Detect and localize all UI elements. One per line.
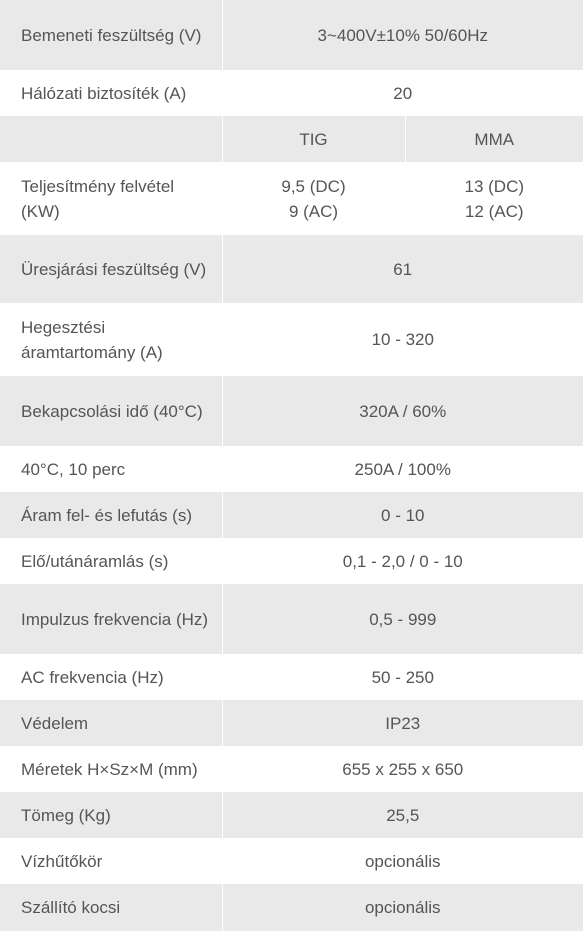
spec-label: Hálózati biztosíték (A) <box>21 83 187 103</box>
mma-value: 13 (DC) 12 (AC) <box>404 162 583 235</box>
spec-label: Szállító kocsi <box>0 884 222 931</box>
spec-value: opcionális <box>221 884 583 931</box>
spec-label: Üresjárási feszültség (V) <box>0 235 222 303</box>
tig-header: TIG <box>221 116 405 162</box>
table-row: Elő/utánáramlás (s) 0,1 - 2,0 / 0 - 10 <box>0 538 583 584</box>
spec-label: Hegesztési áramtartomány (A) <box>21 317 163 362</box>
spec-value: 61 <box>221 235 583 303</box>
spec-value: 0,1 - 2,0 / 0 - 10 <box>221 538 583 584</box>
spec-value: 320A / 60% <box>221 376 583 446</box>
table-row: Teljesítmény felvétel (KW) 9,5 (DC) 9 (A… <box>0 162 583 235</box>
table-row: Bemeneti feszültség (V) 3~400V±10% 50/60… <box>0 0 583 70</box>
spec-value: IP23 <box>221 700 583 746</box>
spec-value: 0,5 - 999 <box>221 584 583 654</box>
spec-label: Bemeneti feszültség (V) <box>0 0 222 70</box>
spec-value: 25,5 <box>221 792 583 838</box>
spec-label: Méretek H×Sz×M (mm) <box>21 759 198 779</box>
spec-value: 20 <box>221 70 583 116</box>
table-row: 40°C, 10 perc 250A / 100% <box>0 446 583 492</box>
spec-label: Elő/utánáramlás (s) <box>21 551 169 571</box>
spec-value: 655 x 255 x 650 <box>221 746 583 792</box>
mma-header: MMA <box>404 116 583 162</box>
spec-value: 50 - 250 <box>221 654 583 700</box>
spec-value: 3~400V±10% 50/60Hz <box>221 0 583 70</box>
spec-label: Tömeg (Kg) <box>0 792 222 838</box>
table-row: Hegesztési áramtartomány (A) 10 - 320 <box>0 303 583 376</box>
spec-value: 0 - 10 <box>221 492 583 538</box>
spec-value: 10 - 320 <box>221 303 583 376</box>
table-row: Védelem IP23 <box>0 700 583 746</box>
table-row: TIG MMA <box>0 116 583 162</box>
spec-label: Impulzus frekvencia (Hz) <box>0 584 222 654</box>
spec-label <box>0 116 222 162</box>
spec-label: Áram fel- és lefutás (s) <box>0 492 222 538</box>
table-row: Hálózati biztosíték (A) 20 <box>0 70 583 116</box>
table-row: Impulzus frekvencia (Hz) 0,5 - 999 <box>0 584 583 654</box>
spec-label: 40°C, 10 perc <box>21 459 126 479</box>
spec-label: Teljesítmény felvétel (KW) <box>21 176 175 221</box>
table-row: Szállító kocsi opcionális <box>0 884 583 931</box>
table-row: Méretek H×Sz×M (mm) 655 x 255 x 650 <box>0 746 583 792</box>
spec-label: Vízhűtőkör <box>21 851 103 871</box>
spec-label: Bekapcsolási idő (40°C) <box>0 376 222 446</box>
spec-label: AC frekvencia (Hz) <box>21 667 164 687</box>
spec-value: 250A / 100% <box>221 446 583 492</box>
table-row: AC frekvencia (Hz) 50 - 250 <box>0 654 583 700</box>
table-row: Tömeg (Kg) 25,5 <box>0 792 583 838</box>
table-row: Bekapcsolási idő (40°C) 320A / 60% <box>0 376 583 446</box>
spec-value: opcionális <box>221 838 583 884</box>
table-row: Üresjárási feszültség (V) 61 <box>0 235 583 303</box>
table-row: Vízhűtőkör opcionális <box>0 838 583 884</box>
tig-value: 9,5 (DC) 9 (AC) <box>221 162 405 235</box>
table-row: Áram fel- és lefutás (s) 0 - 10 <box>0 492 583 538</box>
spec-label: Védelem <box>0 700 222 746</box>
